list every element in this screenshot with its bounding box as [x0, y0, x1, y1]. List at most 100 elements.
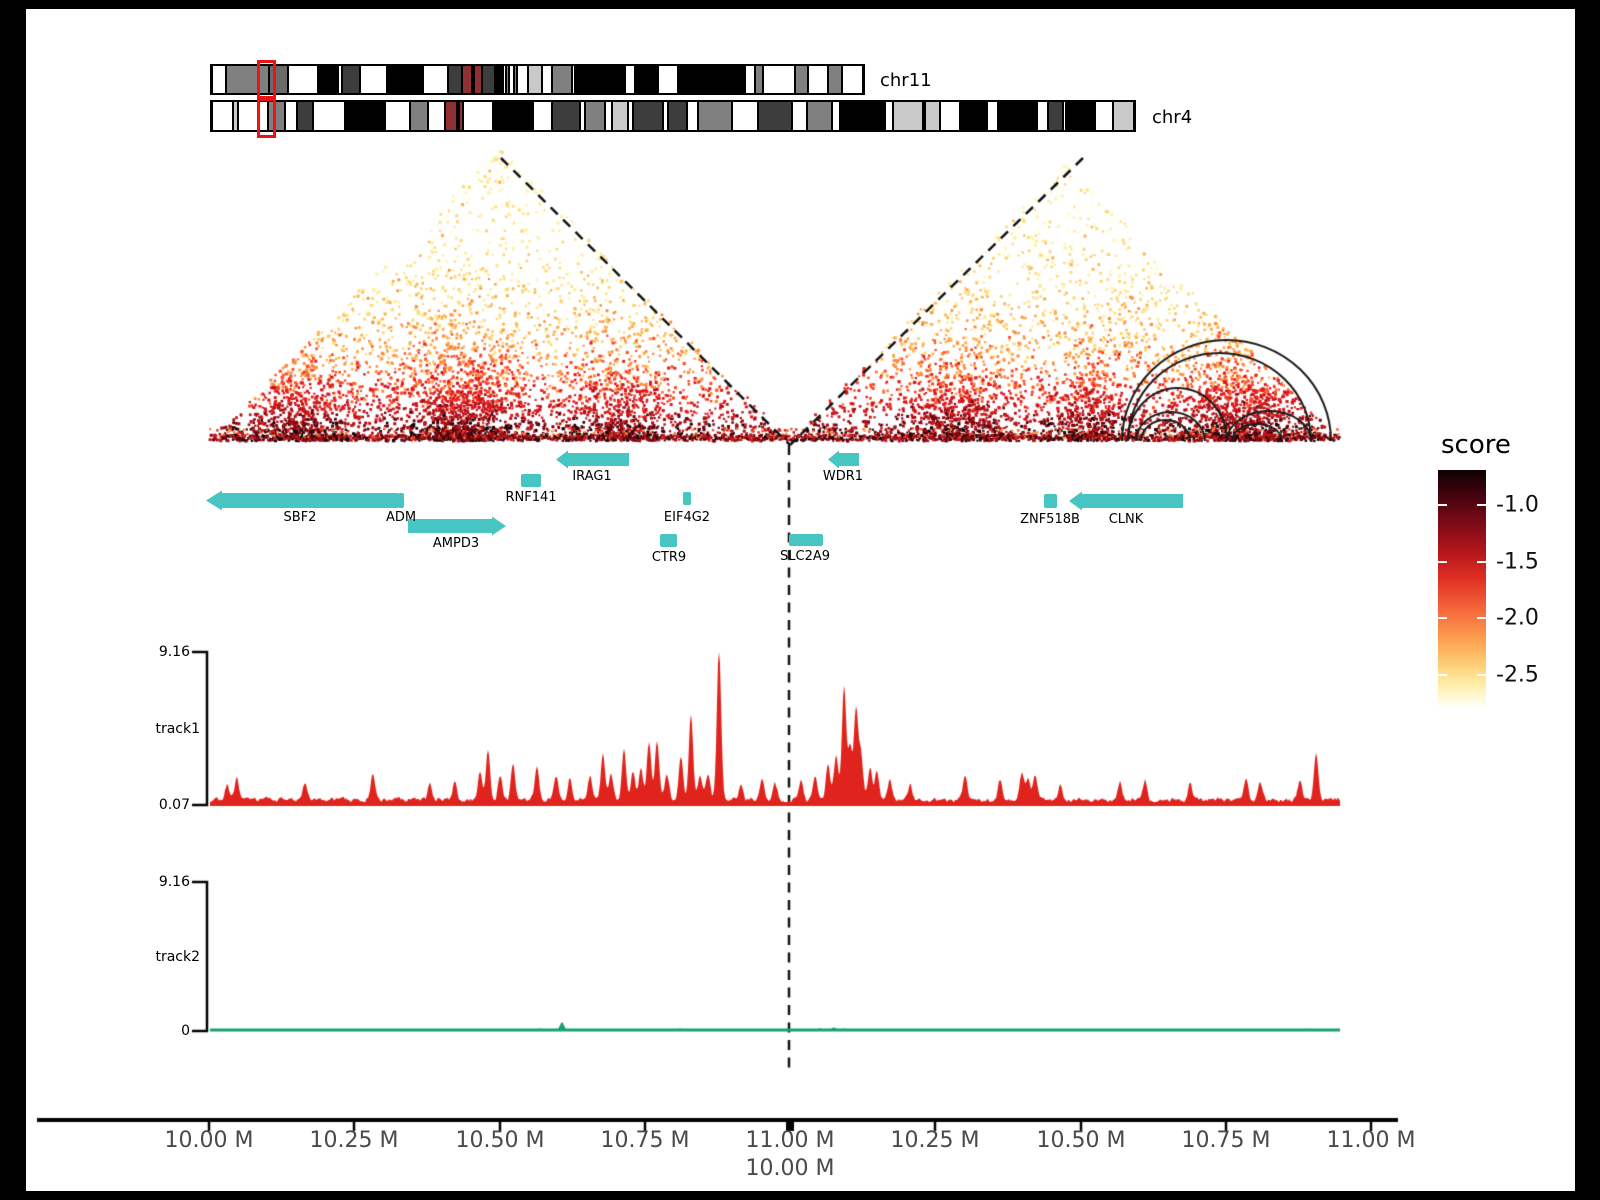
- gene-label-CLNK: CLNK: [1108, 512, 1144, 527]
- ideogram-band: [923, 102, 925, 130]
- ideogram-band: [580, 102, 585, 130]
- ideogram-band: [268, 102, 285, 130]
- axis-tick-label: 10.50 M: [1036, 1128, 1126, 1153]
- ideogram-band: [893, 102, 923, 130]
- ideogram-band: [285, 102, 297, 130]
- ideogram-band: [612, 102, 628, 130]
- score-legend-tick-notch: [1477, 560, 1486, 563]
- region-highlight-box-chr11: [257, 60, 276, 101]
- ideogram-band: [755, 66, 763, 93]
- ideogram-band: [758, 102, 792, 130]
- gene-label-EIF4G2: EIF4G2: [663, 510, 711, 525]
- gene-label-WDR1: WDR1: [822, 469, 864, 484]
- ideogram-band: [542, 66, 552, 93]
- axis-tick-label: 10.75 M: [600, 1128, 690, 1153]
- gene-label-IRAG1: IRAG1: [572, 469, 612, 484]
- ideogram-band: [212, 66, 226, 93]
- ideogram-band: [633, 102, 663, 130]
- ideogram-band: [410, 102, 428, 130]
- ideogram-band: [698, 102, 732, 130]
- score-legend-tick-label: -2.5: [1496, 662, 1539, 688]
- ideogram-band: [745, 66, 755, 93]
- ideogram-band: [842, 66, 863, 93]
- ideogram-band: [628, 102, 633, 130]
- ideogram-band: [474, 66, 482, 93]
- gene-label-SLC2A9: SLC2A9: [779, 549, 831, 564]
- axis-tick-label: 10.25 M: [309, 1128, 399, 1153]
- ideogram-band: [514, 66, 517, 93]
- ideogram-band: [828, 66, 842, 93]
- axis-tick-label: 11.00 M: [1326, 1128, 1416, 1153]
- ideogram-band: [506, 66, 509, 93]
- ideogram-band: [517, 66, 528, 93]
- ideogram-band: [342, 66, 360, 93]
- track2-ymin-label: 0: [181, 1023, 190, 1039]
- ideogram-band: [1066, 102, 1095, 130]
- ideogram-band: [658, 66, 678, 93]
- ideogram-chr11: [210, 64, 865, 95]
- score-legend-tick-notch: [1438, 617, 1447, 620]
- ideogram-band: [428, 102, 445, 130]
- ideogram-band: [585, 102, 605, 130]
- ideogram-band: [763, 66, 795, 93]
- score-colorbar: [1438, 470, 1486, 708]
- ideogram-band: [423, 66, 448, 93]
- ideogram-band: [707, 66, 745, 93]
- ideogram-band: [318, 66, 338, 93]
- track2-name-label: track2: [155, 948, 200, 965]
- frame-bar-right: [1575, 0, 1600, 1200]
- ideogram-chr4: [210, 100, 1136, 132]
- ideogram-band: [1048, 102, 1063, 130]
- track2-ymax-label: 9.16: [158, 874, 190, 890]
- ideogram-band: [668, 102, 687, 130]
- ideogram-band: [832, 102, 840, 130]
- ideogram-band: [625, 66, 635, 93]
- ideogram-band: [1095, 102, 1113, 130]
- score-legend-tick-notch: [1438, 503, 1447, 506]
- ideogram-band: [338, 66, 342, 93]
- score-legend-tick-notch: [1477, 673, 1486, 676]
- frame-bar-left: [0, 0, 26, 1200]
- ideogram-band: [635, 66, 658, 93]
- ideogram-band: [732, 102, 758, 130]
- ideogram-band: [345, 102, 385, 130]
- ideogram-band: [495, 66, 503, 93]
- ideogram-band: [678, 66, 705, 93]
- ideogram-band: [1063, 102, 1066, 130]
- ideogram-band: [297, 102, 313, 130]
- ideogram-band: [226, 66, 269, 93]
- ideogram-band: [792, 102, 807, 130]
- ideogram-band: [445, 102, 457, 130]
- chr4-label: chr4: [1152, 107, 1193, 128]
- gene-label-RNF141: RNF141: [505, 490, 557, 505]
- gene-label-SBF2: SBF2: [283, 510, 317, 525]
- ideogram-band: [795, 66, 808, 93]
- ideogram-band: [925, 102, 940, 130]
- ideogram-band: [533, 102, 552, 130]
- ideogram-band: [840, 102, 885, 130]
- ideogram-band: [313, 102, 345, 130]
- ideogram-band: [472, 66, 474, 93]
- ideogram-band: [238, 102, 268, 130]
- gene-label-CTR9: CTR9: [651, 550, 687, 565]
- score-legend-tick-label: -1.0: [1496, 492, 1539, 518]
- ideogram-band: [503, 66, 506, 93]
- ideogram-band: [572, 66, 575, 93]
- region-highlight-box-chr4: [257, 96, 276, 138]
- gene-label-ZNF518B: ZNF518B: [1020, 512, 1080, 527]
- gene-label-ADM: ADM: [385, 510, 417, 525]
- track1-ymin-label: 0.07: [158, 797, 190, 813]
- score-legend-tick-notch: [1438, 560, 1447, 563]
- frame-bar-top: [0, 0, 1600, 9]
- ideogram-band: [808, 66, 828, 93]
- axis-tick-label: 10.00 M: [164, 1128, 254, 1153]
- axis-tick-label: 10.50 M: [455, 1128, 545, 1153]
- ideogram-band: [1037, 102, 1048, 130]
- ideogram-band: [482, 66, 495, 93]
- ideogram-band: [463, 102, 493, 130]
- ideogram-band: [987, 102, 998, 130]
- ideogram-band: [288, 66, 318, 93]
- ideogram-band: [575, 66, 625, 93]
